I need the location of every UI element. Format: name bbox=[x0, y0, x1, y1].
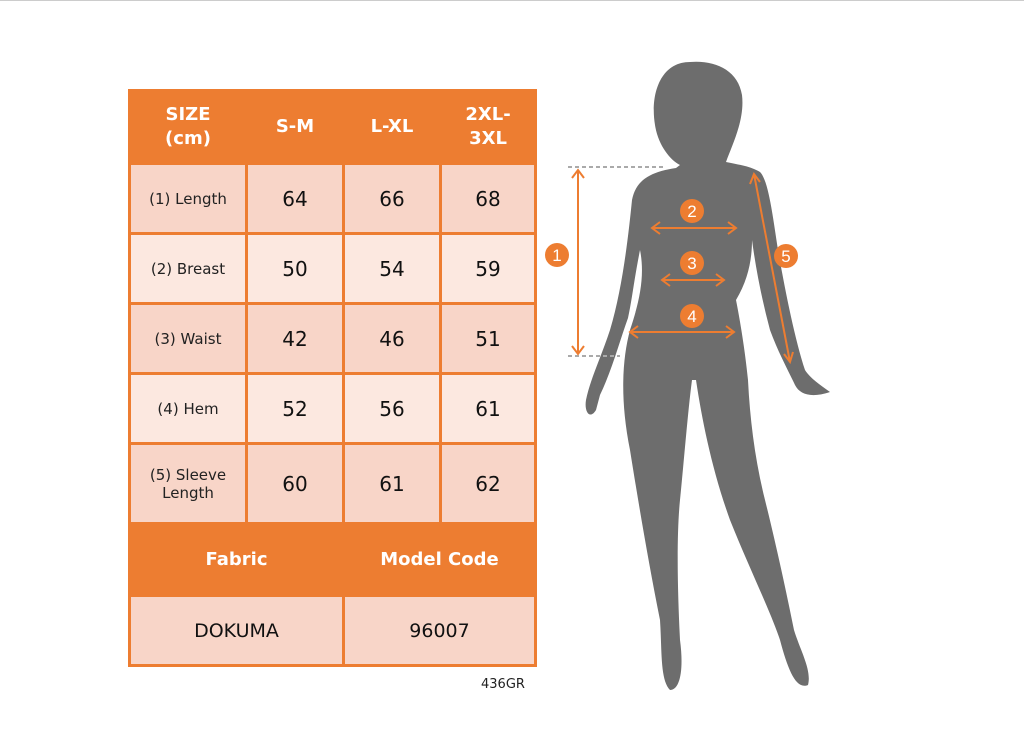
row-label: (3) Waist bbox=[128, 302, 248, 375]
size-table: SIZE (cm) S-M L-XL 2XL- 3XL (1) Length 64 66… bbox=[128, 89, 537, 667]
header-size: SIZE (cm) bbox=[128, 89, 248, 165]
fabric-row: DOKUMA 96007 bbox=[128, 594, 537, 667]
table-row: (4) Hem 52 56 61 bbox=[128, 372, 537, 445]
header-2xl-line2: 3XL bbox=[469, 128, 507, 149]
cell: 52 bbox=[245, 372, 345, 445]
cell: 59 bbox=[439, 232, 537, 305]
row-label: (2) Breast bbox=[128, 232, 248, 305]
header-2xl-line1: 2XL- bbox=[465, 104, 511, 125]
product-code: 436GR bbox=[481, 677, 525, 692]
row-label-line2: Length bbox=[162, 483, 214, 502]
row-label-line1: (5) Sleeve bbox=[149, 465, 227, 484]
table-row: (1) Length 64 66 68 bbox=[128, 162, 537, 235]
cell: 46 bbox=[342, 302, 442, 375]
top-border bbox=[0, 0, 1024, 1]
row-label: (4) Hem bbox=[128, 372, 248, 445]
header-size-line1: SIZE bbox=[165, 104, 211, 125]
table-row: (3) Waist 42 46 51 bbox=[128, 302, 537, 375]
header-2xl-3xl: 2XL- 3XL bbox=[439, 89, 537, 165]
table-row: (5) Sleeve Length 60 61 62 bbox=[128, 442, 537, 525]
cell: 50 bbox=[245, 232, 345, 305]
cell: 61 bbox=[342, 442, 442, 525]
row-label: (1) Length bbox=[128, 162, 248, 235]
header-row: SIZE (cm) S-M L-XL 2XL- 3XL bbox=[128, 89, 537, 165]
model-code-value: 96007 bbox=[342, 594, 537, 667]
silhouette bbox=[585, 61, 830, 690]
row-label: (5) Sleeve Length bbox=[128, 442, 248, 525]
cell: 60 bbox=[245, 442, 345, 525]
cell: 68 bbox=[439, 162, 537, 235]
header-l-xl: L-XL bbox=[342, 89, 442, 165]
marker-1: 1 bbox=[552, 246, 561, 265]
cell: 62 bbox=[439, 442, 537, 525]
fabric-header: Fabric bbox=[128, 522, 345, 597]
model-code-header: Model Code bbox=[342, 522, 537, 597]
cell: 42 bbox=[245, 302, 345, 375]
cell: 66 bbox=[342, 162, 442, 235]
header-s-m: S-M bbox=[245, 89, 345, 165]
marker-4: 4 bbox=[687, 307, 696, 326]
marker-3: 3 bbox=[687, 254, 696, 273]
marker-badges: 1 2 3 4 5 bbox=[545, 199, 798, 328]
table-row: (2) Breast 50 54 59 bbox=[128, 232, 537, 305]
cell: 61 bbox=[439, 372, 537, 445]
cell: 51 bbox=[439, 302, 537, 375]
header-size-line2: (cm) bbox=[165, 128, 211, 149]
cell: 64 bbox=[245, 162, 345, 235]
measurement-arrows bbox=[568, 166, 794, 365]
cell: 54 bbox=[342, 232, 442, 305]
marker-2: 2 bbox=[687, 202, 696, 221]
cell: 56 bbox=[342, 372, 442, 445]
fabric-value: DOKUMA bbox=[128, 594, 345, 667]
marker-5: 5 bbox=[781, 247, 790, 266]
fabric-header-row: Fabric Model Code bbox=[128, 522, 537, 597]
